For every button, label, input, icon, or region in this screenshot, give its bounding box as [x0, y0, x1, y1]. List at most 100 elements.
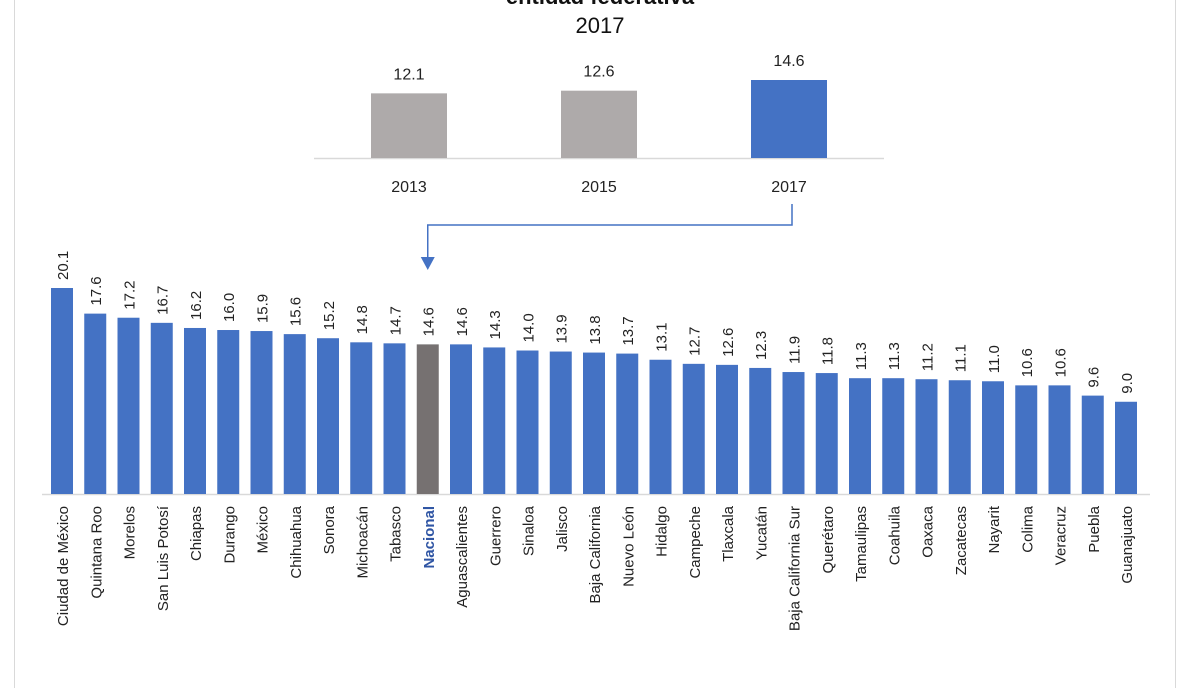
category-label: Durango [221, 506, 238, 564]
category-label: Sinaloa [521, 505, 538, 556]
bar-chihuahua [283, 334, 306, 494]
top-bar-2015 [561, 90, 637, 158]
data-label: 16.2 [188, 291, 205, 320]
data-label: 13.9 [554, 314, 571, 343]
category-label: Veracruz [1053, 506, 1070, 565]
data-label: 11.3 [853, 342, 870, 370]
bar-ciudad-de-méxico [51, 288, 73, 494]
bar-tamaulipas [849, 378, 871, 494]
data-label: 16.0 [221, 293, 238, 322]
bar-campeche [682, 363, 705, 494]
data-label: 14.7 [388, 306, 405, 335]
data-label: 11.9 [787, 336, 804, 364]
category-label: Chihuahua [288, 505, 305, 578]
bar-aguascalientes [450, 344, 472, 494]
data-label: 12.3 [753, 331, 770, 360]
category-label: Aguascalientes [454, 506, 471, 608]
connector-line [427, 204, 793, 258]
bar-morelos [117, 317, 140, 494]
national-trend-chart: 12.1 2013 12.6 2015 14.6 2017 [314, 53, 884, 196]
bar-veracruz [1048, 385, 1071, 494]
bar-zacatecas [948, 380, 971, 494]
states-bar-chart: 20.1 Ciudad de México 17.6 Quintana Roo 17.2… [42, 251, 1150, 631]
category-label: Guerrero [487, 506, 504, 566]
data-label: 11.1 [953, 344, 970, 372]
bar-baja-california-sur [782, 372, 805, 494]
bar-baja-california [583, 352, 605, 494]
chart-frame [14, 0, 1176, 688]
data-label: 12.7 [687, 327, 704, 356]
category-label: Coahuila [886, 505, 903, 565]
category-label: Tamaulipas [853, 506, 870, 582]
data-label: 11.2 [920, 343, 937, 371]
bar-chiapas [184, 327, 206, 494]
category-label: Chiapas [188, 506, 205, 561]
data-label: 15.9 [255, 294, 272, 323]
data-label: 14.8 [354, 305, 371, 334]
chart-title: entidad federativa [0, 0, 1200, 10]
data-label: 15.2 [321, 301, 338, 330]
bar-querétaro [815, 373, 838, 494]
category-label: Michoacán [354, 506, 371, 579]
category-label: Tabasco [388, 506, 405, 562]
top-tick-label: 2017 [771, 179, 807, 196]
data-label: 10.6 [1019, 348, 1036, 377]
data-label: 14.0 [521, 313, 538, 342]
bar-nacional [416, 344, 439, 494]
arrow-head-icon [420, 257, 435, 270]
category-label: Guanajuato [1119, 506, 1136, 584]
connector-arrow [420, 204, 793, 270]
top-bar-2017 [751, 80, 827, 158]
data-label: 11.3 [886, 342, 903, 370]
data-label: 14.6 [454, 307, 471, 336]
category-label: Colima [1019, 505, 1036, 552]
bar-guerrero [483, 347, 506, 494]
category-label: Nayarit [986, 505, 1003, 553]
category-label: Tlaxcala [720, 505, 737, 562]
category-label: Jalisco [554, 506, 571, 552]
category-label: Morelos [122, 506, 139, 559]
category-label: Puebla [1086, 505, 1103, 552]
bar-tlaxcala [716, 364, 738, 494]
data-label: 15.6 [288, 297, 305, 326]
category-label: Hidalgo [654, 506, 671, 557]
category-label: México [255, 506, 272, 554]
chart-canvas: 12.1 2013 12.6 2015 14.6 2017 20.1 Ciudad de M… [42, 53, 1150, 631]
bar-san-luis-potosí [150, 322, 173, 494]
bar-jalisco [549, 351, 572, 494]
category-label: Nuevo León [620, 506, 637, 587]
bar-guanajuato [1115, 401, 1137, 494]
data-label: 14.3 [487, 310, 504, 339]
data-label: 10.6 [1053, 348, 1070, 377]
bar-sinaloa [516, 350, 539, 494]
bar-tabasco [383, 343, 406, 494]
bar-quintana-roo [84, 313, 107, 494]
bar-coahuila [882, 378, 905, 494]
data-label: 13.8 [587, 315, 604, 344]
data-label: 9.6 [1086, 367, 1103, 388]
category-label: San Luis Potosí [155, 505, 172, 611]
data-label: 13.1 [654, 323, 671, 352]
category-label: Oaxaca [920, 505, 937, 557]
data-label: 12.6 [720, 328, 737, 357]
bar-puebla [1081, 395, 1104, 494]
bar-yucatán [749, 367, 772, 494]
category-label: Querétaro [820, 506, 837, 574]
data-label: 16.7 [155, 286, 172, 315]
category-label: Baja California Sur [787, 506, 804, 631]
top-data-label: 14.6 [773, 53, 804, 70]
bar-sonora [317, 338, 339, 494]
bar-michoacán [350, 342, 373, 494]
data-label: 17.6 [88, 276, 105, 305]
data-label: 14.6 [421, 307, 438, 336]
data-label: 9.0 [1119, 373, 1136, 394]
bar-nuevo-león [616, 353, 639, 494]
category-label: Sonora [321, 505, 338, 554]
category-label: Zacatecas [953, 506, 970, 575]
top-tick-label: 2013 [391, 179, 427, 196]
top-data-label: 12.1 [393, 66, 424, 83]
data-label: 11.8 [820, 337, 837, 365]
top-data-label: 12.6 [583, 64, 614, 81]
top-bar-2013 [371, 93, 447, 158]
data-label: 11.0 [986, 345, 1003, 373]
